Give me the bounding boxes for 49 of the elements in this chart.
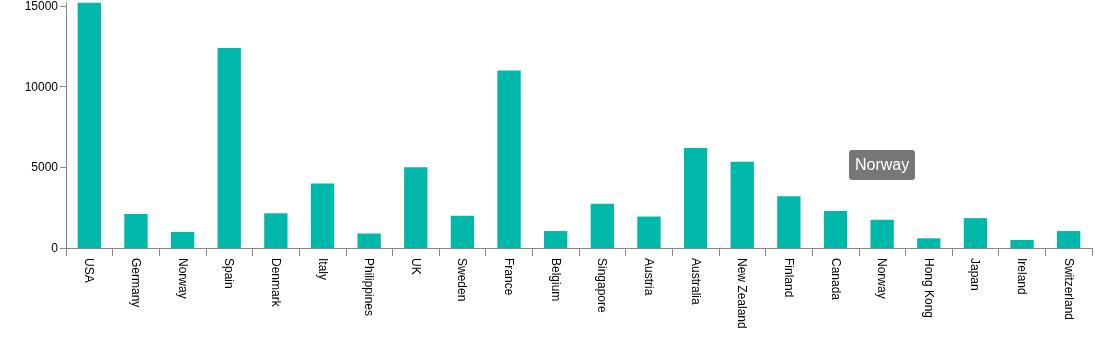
- bar: [1010, 239, 1034, 248]
- bar: [870, 219, 894, 248]
- bar: [310, 183, 335, 248]
- bar: [264, 213, 288, 248]
- bar: [590, 203, 614, 248]
- x-tick-label: Singapore: [595, 258, 610, 314]
- x-tick-label: Hong Kong: [921, 258, 936, 319]
- bar: [544, 231, 568, 248]
- x-tick-label: Austria: [641, 258, 656, 296]
- x-tick-label: Norway: [175, 258, 190, 299]
- bar: [170, 231, 195, 248]
- x-tick-label: New Zealand: [735, 258, 750, 329]
- bar: [404, 167, 428, 248]
- x-tick-label: UK: [408, 258, 423, 275]
- x-tick-label: Australia: [688, 258, 703, 306]
- x-tick-label: Sweden: [455, 258, 470, 302]
- x-tick-label: Spain: [222, 258, 237, 289]
- annotation: Norway: [849, 150, 916, 180]
- x-tick-label: Denmark: [268, 258, 283, 308]
- x-tick-label: USA: [82, 258, 97, 283]
- bar: [497, 70, 521, 248]
- bar: [450, 215, 475, 248]
- bar: [124, 214, 148, 248]
- bar: [777, 196, 801, 248]
- x-tick-label: Germany: [128, 258, 143, 308]
- x-tick-label: Ireland: [1015, 258, 1030, 295]
- bar: [637, 216, 661, 248]
- bar: [1057, 231, 1081, 248]
- y-tick-label: 0: [51, 241, 59, 255]
- x-tick-label: Norway: [875, 258, 890, 299]
- x-tick-label: Italy: [315, 258, 330, 281]
- bar: [77, 2, 101, 248]
- y-tick-label: 5000: [31, 160, 59, 175]
- bar: [823, 210, 848, 248]
- x-tick-label: Belgium: [548, 258, 563, 302]
- bar: [917, 238, 941, 248]
- x-tick-label: France: [502, 258, 517, 296]
- bar: [963, 218, 988, 248]
- x-tick-label: Canada: [828, 258, 843, 301]
- bar: [357, 233, 381, 248]
- bar: [217, 47, 241, 248]
- x-tick-label: Japan: [968, 258, 983, 291]
- x-tick-label: Switzerland: [1061, 258, 1076, 321]
- bar: [730, 161, 754, 248]
- bar: [683, 147, 708, 248]
- x-tick-label: Finland: [781, 258, 796, 298]
- x-tick-label: Philippines: [362, 258, 377, 317]
- y-tick-label: 15000: [24, 0, 59, 13]
- y-tick-label: 10000: [24, 79, 59, 94]
